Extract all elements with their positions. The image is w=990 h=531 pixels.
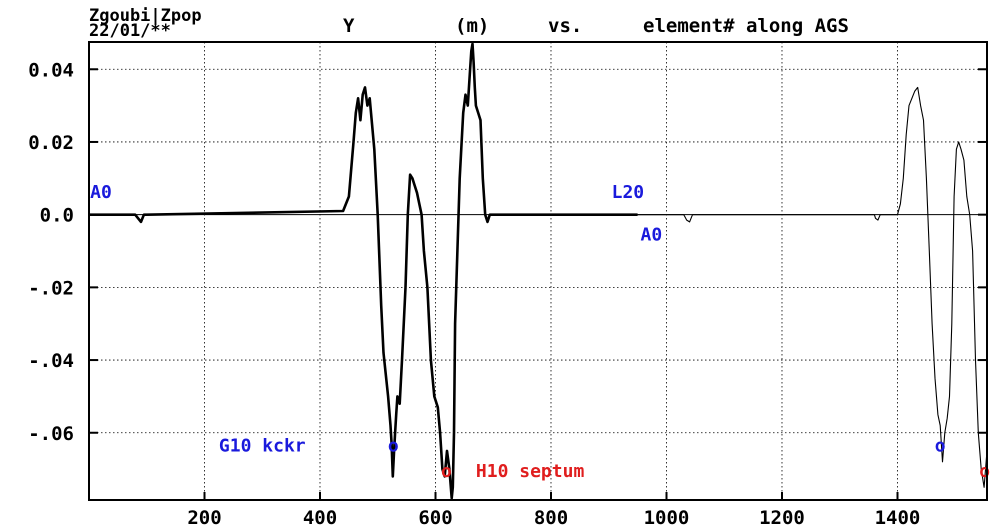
element-marker: o: [979, 461, 990, 482]
element-marker: o: [935, 435, 946, 456]
title-vs: vs.: [548, 15, 582, 37]
annotations: A0 L20 A0 G10 kckr H10 septum: [90, 182, 662, 482]
title-y: Y: [343, 15, 355, 37]
title-unit: (m): [455, 15, 489, 37]
element-label: A0: [90, 182, 112, 203]
series-line: [637, 86, 988, 488]
element-label: G10 kckr: [219, 435, 306, 456]
series-line: [89, 42, 638, 500]
x-tick-label: 1400: [875, 507, 921, 529]
plot-frame: [88, 41, 988, 501]
x-tick-label: 600: [418, 507, 452, 529]
program-label: Zgoubi|Zpop: [89, 6, 202, 26]
date-label: 22/01/**: [89, 21, 171, 41]
axis-ticks: 200 400 600 800 1000 1200 1400 0.04 0.02 0.0 -.02 -…: [28, 59, 987, 529]
element-label: A0: [641, 225, 663, 246]
y-tick-label: 0.0: [40, 205, 74, 227]
title-rest: element# along AGS: [643, 15, 849, 37]
x-tick-label: 1000: [644, 507, 690, 529]
y-tick-label: -.06: [28, 423, 74, 445]
y-tick-label: 0.04: [28, 59, 74, 81]
y-tick-label: 0.02: [28, 132, 74, 154]
x-tick-label: 400: [303, 507, 337, 529]
element-marker: o: [388, 435, 399, 456]
markers: o o o o: [388, 435, 990, 481]
grid: [89, 42, 987, 500]
y-tick-label: -.02: [28, 277, 74, 299]
y-tick-label: -.04: [28, 350, 74, 372]
series: [89, 42, 988, 500]
element-marker: o: [441, 461, 452, 482]
x-tick-label: 200: [187, 507, 221, 529]
element-label: L20: [612, 182, 645, 203]
element-label: H10 septum: [476, 461, 585, 482]
x-tick-label: 1200: [759, 507, 805, 529]
x-tick-label: 800: [534, 507, 568, 529]
